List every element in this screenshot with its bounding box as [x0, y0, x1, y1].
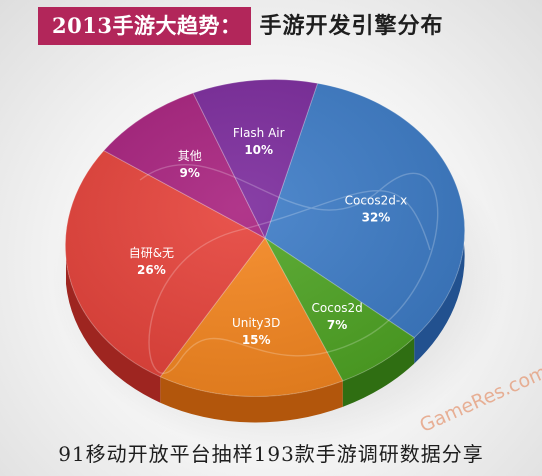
slice-value-label: 26%: [137, 263, 166, 277]
slice-value-label: 15%: [242, 333, 271, 347]
slice-value-label: 9%: [180, 166, 200, 180]
footer-caption: 91移动开放平台抽样193款手游调研数据分享: [58, 442, 484, 466]
pie-side-unity3d: [160, 376, 343, 423]
pie-top-shade: [65, 79, 465, 397]
pie-side-cocos2d-x: [414, 218, 465, 364]
slice-label: 其他: [178, 149, 202, 163]
pie-side-other: [65, 257, 161, 403]
slice-value-label: 10%: [244, 143, 273, 157]
slice-value-label: 32%: [362, 211, 391, 225]
slice-label: Cocos2d: [312, 301, 363, 315]
slice-label: Cocos2d-x: [345, 194, 408, 208]
pie-side-cocos2d: [342, 337, 415, 407]
slice-label: 自研&无: [129, 246, 174, 260]
title-bar: 2013手游大趋势： 手游开发引擎分布: [38, 6, 451, 46]
title-sub: 手游开发引擎分布: [259, 13, 444, 39]
slice-label: Unity3D: [232, 316, 280, 330]
title-main: 2013手游大趋势：: [38, 7, 252, 45]
slice-label: Flash Air: [233, 126, 285, 140]
pie-decoration-scribble: [139, 164, 439, 375]
slice-value-label: 7%: [327, 318, 347, 332]
